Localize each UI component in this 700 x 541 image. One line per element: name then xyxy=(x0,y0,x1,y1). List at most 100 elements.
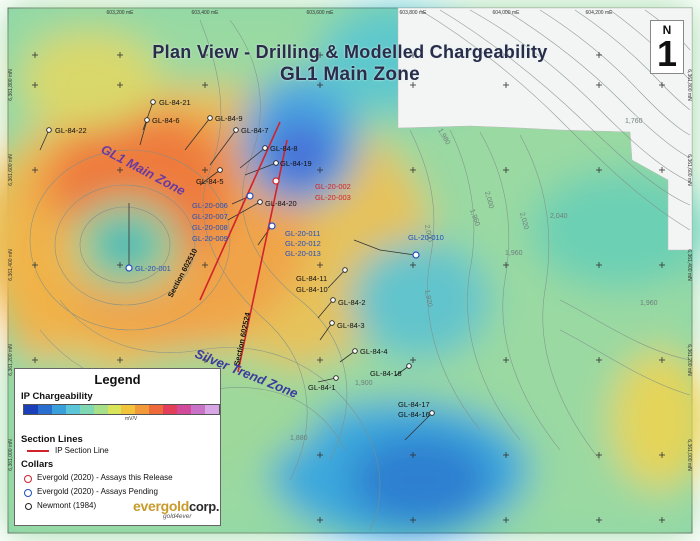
legend-collar-item: Evergold (2020) - Assays Pending xyxy=(37,487,158,496)
newmont-collars xyxy=(46,99,435,416)
section-line-swatch xyxy=(27,450,49,452)
drill-label-pending: GL-20-007 xyxy=(192,212,228,221)
legend-ip-heading: IP Chargeability xyxy=(21,391,93,402)
collar-newmont xyxy=(262,145,268,151)
ramp-swatch xyxy=(191,405,205,414)
collar-newmont xyxy=(330,297,336,303)
contour-label: 2,020 xyxy=(518,212,529,231)
ramp-swatch xyxy=(163,405,178,414)
section-602510-line xyxy=(199,121,281,301)
ramp-swatch xyxy=(65,405,80,414)
drill-label: GL-84-7 xyxy=(241,126,269,135)
northing-label-right: 6,361,000 mN xyxy=(686,439,692,471)
northing-label-right: 6,361,400 mN xyxy=(686,249,692,281)
ramp-swatch xyxy=(135,405,150,414)
ramp-swatch xyxy=(24,405,38,414)
collar-pending xyxy=(125,264,133,272)
collar-newmont-swatch xyxy=(25,503,32,510)
drill-label-pending: GL-20-008 xyxy=(192,223,228,232)
drill-label: GL-84-9 xyxy=(215,114,243,123)
ramp-swatch xyxy=(51,405,66,414)
collar-newmont xyxy=(46,127,52,133)
contour-label: 2,040 xyxy=(550,213,568,220)
collar-newmont xyxy=(333,375,339,381)
drill-label-pending: GL-20-006 xyxy=(192,201,228,210)
drill-label: GL-84-21 xyxy=(159,98,191,107)
northing-label-left: 6,361,800 mN xyxy=(8,69,14,101)
released-collars xyxy=(272,177,280,185)
easting-label: 603,600 mE xyxy=(307,10,335,16)
collar-newmont xyxy=(217,167,223,173)
north-arrow-numeral: 1 xyxy=(656,33,678,74)
contour-label: 2,000 xyxy=(423,224,433,243)
legend-collars-heading: Collars xyxy=(21,459,54,470)
collar-pending-swatch xyxy=(24,489,32,497)
logo-gold-text: evergold xyxy=(133,498,189,514)
ramp-swatch xyxy=(149,405,164,414)
collar-pending xyxy=(412,251,420,259)
easting-labels: 603,200 mE 603,400 mE 603,600 mE 603,800… xyxy=(107,10,614,16)
easting-label: 603,400 mE xyxy=(192,10,220,16)
ramp-swatch xyxy=(204,405,219,414)
collar-released-swatch xyxy=(24,475,32,483)
northing-label-left: 6,361,400 mN xyxy=(8,249,14,281)
ip-section-lines xyxy=(199,121,288,373)
contour-label: 2,000 xyxy=(483,191,494,210)
drill-label-pending: GL-20-013 xyxy=(285,249,321,258)
drill-label: GL-84-20 xyxy=(265,199,297,208)
drill-label: GL-84-8 xyxy=(270,144,298,153)
easting-label: 604,200 mE xyxy=(586,10,614,16)
drill-label-pending: GL-20-009 xyxy=(192,234,228,243)
drill-label: GL-84-11 xyxy=(296,274,327,283)
drill-traces xyxy=(39,101,433,441)
drill-label: GL-84-17 xyxy=(398,400,430,409)
map-title-line1: Plan View - Drilling & Modelled Chargeab… xyxy=(152,42,548,62)
collar-released xyxy=(272,177,280,185)
evergold-logo: evergoldcorp. xyxy=(133,498,220,514)
drill-label: GL-84-6 xyxy=(152,116,180,125)
collar-newmont xyxy=(329,320,335,326)
drill-label: GL-84-18 xyxy=(370,369,402,378)
contour-label: 1,960 xyxy=(505,250,523,257)
northing-label-left: 6,361,200 mN xyxy=(8,344,14,376)
legend-collar-item: Newmont (1984) xyxy=(37,501,97,510)
collar-newmont xyxy=(207,115,213,121)
collar-newmont xyxy=(352,348,358,354)
northing-label-right: 6,361,800 mN xyxy=(686,69,692,101)
northing-label-right: 6,361,200 mN xyxy=(686,344,692,376)
collar-pending xyxy=(268,222,276,230)
logo-dark-text: corp. xyxy=(188,499,220,514)
northing-label-right: 6,361,600 mN xyxy=(686,154,692,186)
drill-label: GL-84-1 xyxy=(308,383,336,392)
northing-label-left: 6,361,600 mN xyxy=(8,154,14,186)
section-602524-line xyxy=(237,139,288,373)
contour-label: 1,900 xyxy=(355,380,373,387)
collar-newmont xyxy=(273,160,279,166)
legend-ip-unit: mV/V xyxy=(125,416,138,422)
north-arrow: N 1 xyxy=(650,20,684,74)
ramp-swatch xyxy=(107,405,122,414)
drill-label: GL-84-22 xyxy=(55,126,87,135)
collar-newmont xyxy=(429,410,435,416)
drill-label-released: GL-20-003 xyxy=(315,193,351,202)
contour-label-group: 1,980 1,960 2,000 2,020 2,040 2,000 1,96… xyxy=(290,118,658,442)
collar-pending xyxy=(246,192,254,200)
drill-label: GL-84-10 xyxy=(296,285,328,294)
collar-newmont xyxy=(233,127,239,133)
ramp-swatch xyxy=(93,405,108,414)
chargeability-field xyxy=(0,5,700,540)
northing-label-left: 6,361,000 mN xyxy=(8,439,14,471)
collar-newmont xyxy=(257,199,263,205)
contour-label: 1,760 xyxy=(625,118,643,125)
map-title-line2: GL1 Main Zone xyxy=(279,64,421,85)
drill-label: GL-84-16 xyxy=(398,410,430,419)
drill-labels-pending: GL-20-006 GL-20-007 GL-20-008 GL-20-009 … xyxy=(135,201,444,273)
chargeability-color-ramp xyxy=(23,404,220,415)
drill-label-pending: GL-20-001 xyxy=(135,264,171,273)
north-arrow-letter: N xyxy=(662,23,672,37)
grid-crosses xyxy=(32,52,665,523)
drill-label-pending: GL-20-011 xyxy=(285,229,320,238)
pending-collars xyxy=(125,192,420,272)
easting-label: 603,800 mE xyxy=(400,10,428,16)
